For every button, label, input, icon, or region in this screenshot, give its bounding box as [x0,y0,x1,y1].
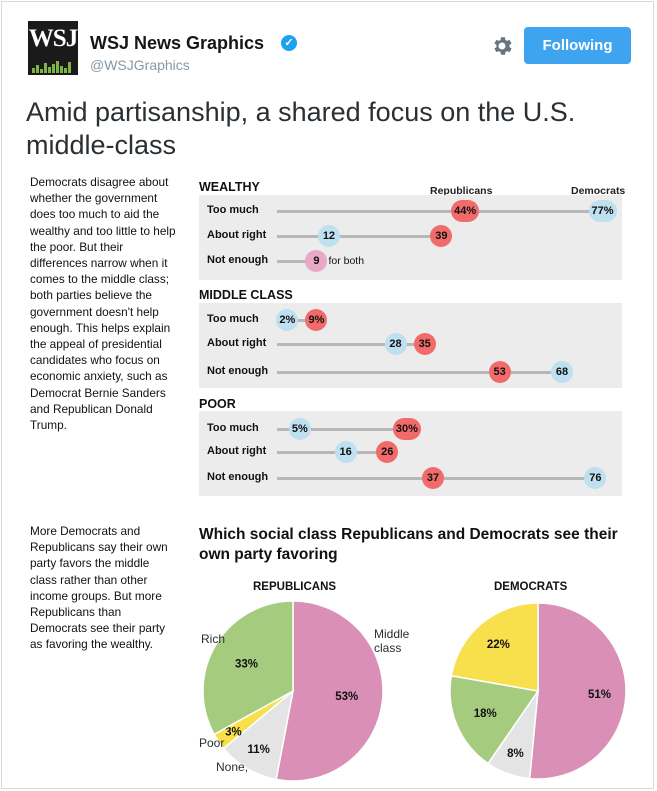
section-title: POOR [199,397,236,411]
pie-value-label: 51% [588,689,611,701]
verified-badge-icon: ✓ [281,35,297,51]
dot-republican: 9% [305,309,328,331]
pie-title-republicans: REPUBLICANS [253,581,337,593]
following-button[interactable]: Following [524,27,631,64]
dot-republican: 37 [422,467,444,489]
row-label: Too much [207,313,259,325]
section-title: MIDDLE CLASS [199,288,293,302]
legend-democrats: Democrats [571,185,626,197]
pie-republicans: 53% 11% 3% 33% [202,600,384,782]
pie-value-label: 8% [507,748,524,760]
row-label: Too much [207,204,259,216]
pie-charts: 53% 11% 3% 33% 51% 8% 18% 22% [202,600,627,782]
dot-democrat: 12 [317,225,340,247]
row-label: Not enough [207,254,269,266]
dot-republican: 39 [430,225,453,247]
pie-title-democrats: DEMOCRATS [494,581,568,593]
tweet-headline: Amid partisanship, a shared focus on the… [26,97,576,160]
section-title: WEALTHY [199,180,260,194]
pie-value-label: 53% [335,691,358,703]
avatar[interactable]: WSJ [28,21,78,75]
dot-democrat: 77% [588,200,617,222]
connector-line [277,235,442,238]
row-label: Not enough [207,471,269,483]
intro-text: Democrats disagree about whether the gov… [30,175,176,433]
dot-democrat: 5% [288,418,311,440]
pie-democrats: 51% 8% 18% 22% [449,602,627,780]
legend-republicans: Republicans [430,185,493,197]
pie-slice-middle-class [528,602,627,780]
gear-icon[interactable] [490,34,514,58]
dot-democrat: 28 [384,333,407,355]
avatar-logo-text: WSJ [28,25,78,52]
dot-republican: 30% [392,418,421,440]
row-label: About right [207,337,267,349]
dot-republican: 44% [451,200,480,222]
dot-democrat: 68 [551,361,574,383]
dot-democrat: 76 [584,467,607,489]
label-middle-class: Middle class [374,627,409,655]
row-label: About right [207,445,267,457]
pie-value-label: 18% [474,708,497,720]
pie-slice-poor [450,602,539,692]
pie-value-label: 3% [225,726,242,738]
row-label: About right [207,229,267,241]
connector-line [277,260,317,263]
author-name[interactable]: WSJ News Graphics [90,33,265,53]
dot-republican: 26 [376,441,399,463]
connector-line [277,210,600,213]
pie-section-title: Which social class Republicans and Democ… [199,526,618,563]
dot-republican: 53 [488,361,511,383]
label-rich: Rich [201,632,226,646]
row-label: Not enough [207,365,269,377]
label-poor: Poor [199,736,225,750]
dot-democrat: 16 [334,441,357,463]
row-label: Too much [207,422,259,434]
connector-line [277,371,563,374]
pie-slice-middle-class [275,600,384,782]
dot-republican: 35 [413,333,436,355]
connector-line [277,451,388,454]
dot-democrat: 2% [276,309,299,331]
connector-line [277,343,425,346]
for-both-note: for both [328,255,365,267]
pie-value-label: 22% [487,639,510,651]
pie-value-label: 11% [247,744,269,756]
label-middle-line1: Middle [374,627,410,641]
label-none: None, [216,760,249,774]
second-text: More Democrats and Republicans say their… [30,524,168,652]
pie-value-label: 33% [235,659,258,671]
avatar-bars-decoration [32,61,74,73]
dot-both: 9 [305,250,328,272]
label-middle-line2: class [374,641,402,655]
author-handle[interactable]: @WSJGraphics [90,57,190,73]
connector-line [277,428,404,431]
pie-slice-rich [449,674,540,765]
pie-slice-rich [202,600,294,736]
